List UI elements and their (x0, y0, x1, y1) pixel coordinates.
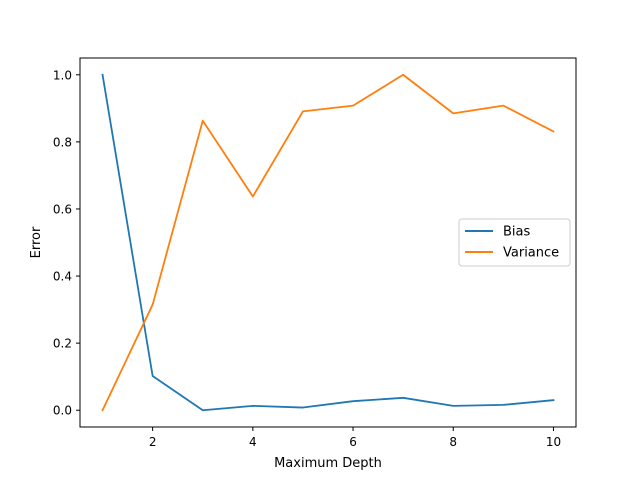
x-tick-label: 2 (149, 435, 157, 449)
y-axis-label: Error (29, 226, 44, 258)
series-line-variance (101, 73, 555, 412)
plot-frame (79, 57, 577, 428)
y-tick-label: 0.2 (53, 337, 72, 351)
y-tick-label: 0.4 (53, 270, 72, 284)
legend: Bias Variance (458, 218, 571, 267)
ticks-layer: 2 4 6 8 10 0.0 0.2 0.4 0.6 0.8 1.0 (53, 68, 561, 449)
x-tick-label: 8 (449, 435, 457, 449)
legend-label-variance: Variance (503, 246, 559, 261)
y-tick-label: 0.6 (53, 202, 72, 216)
x-tick-label: 10 (546, 435, 561, 449)
x-tick-label: 6 (349, 435, 357, 449)
x-axis-label: Maximum Depth (274, 456, 382, 471)
series-layer (101, 73, 555, 412)
legend-label-bias: Bias (503, 225, 530, 240)
y-tick-label: 0.0 (53, 404, 72, 418)
x-tick-label: 4 (249, 435, 257, 449)
series-line-bias (101, 73, 555, 412)
y-tick-label: 0.8 (53, 135, 72, 149)
y-tick-label: 1.0 (53, 68, 72, 82)
